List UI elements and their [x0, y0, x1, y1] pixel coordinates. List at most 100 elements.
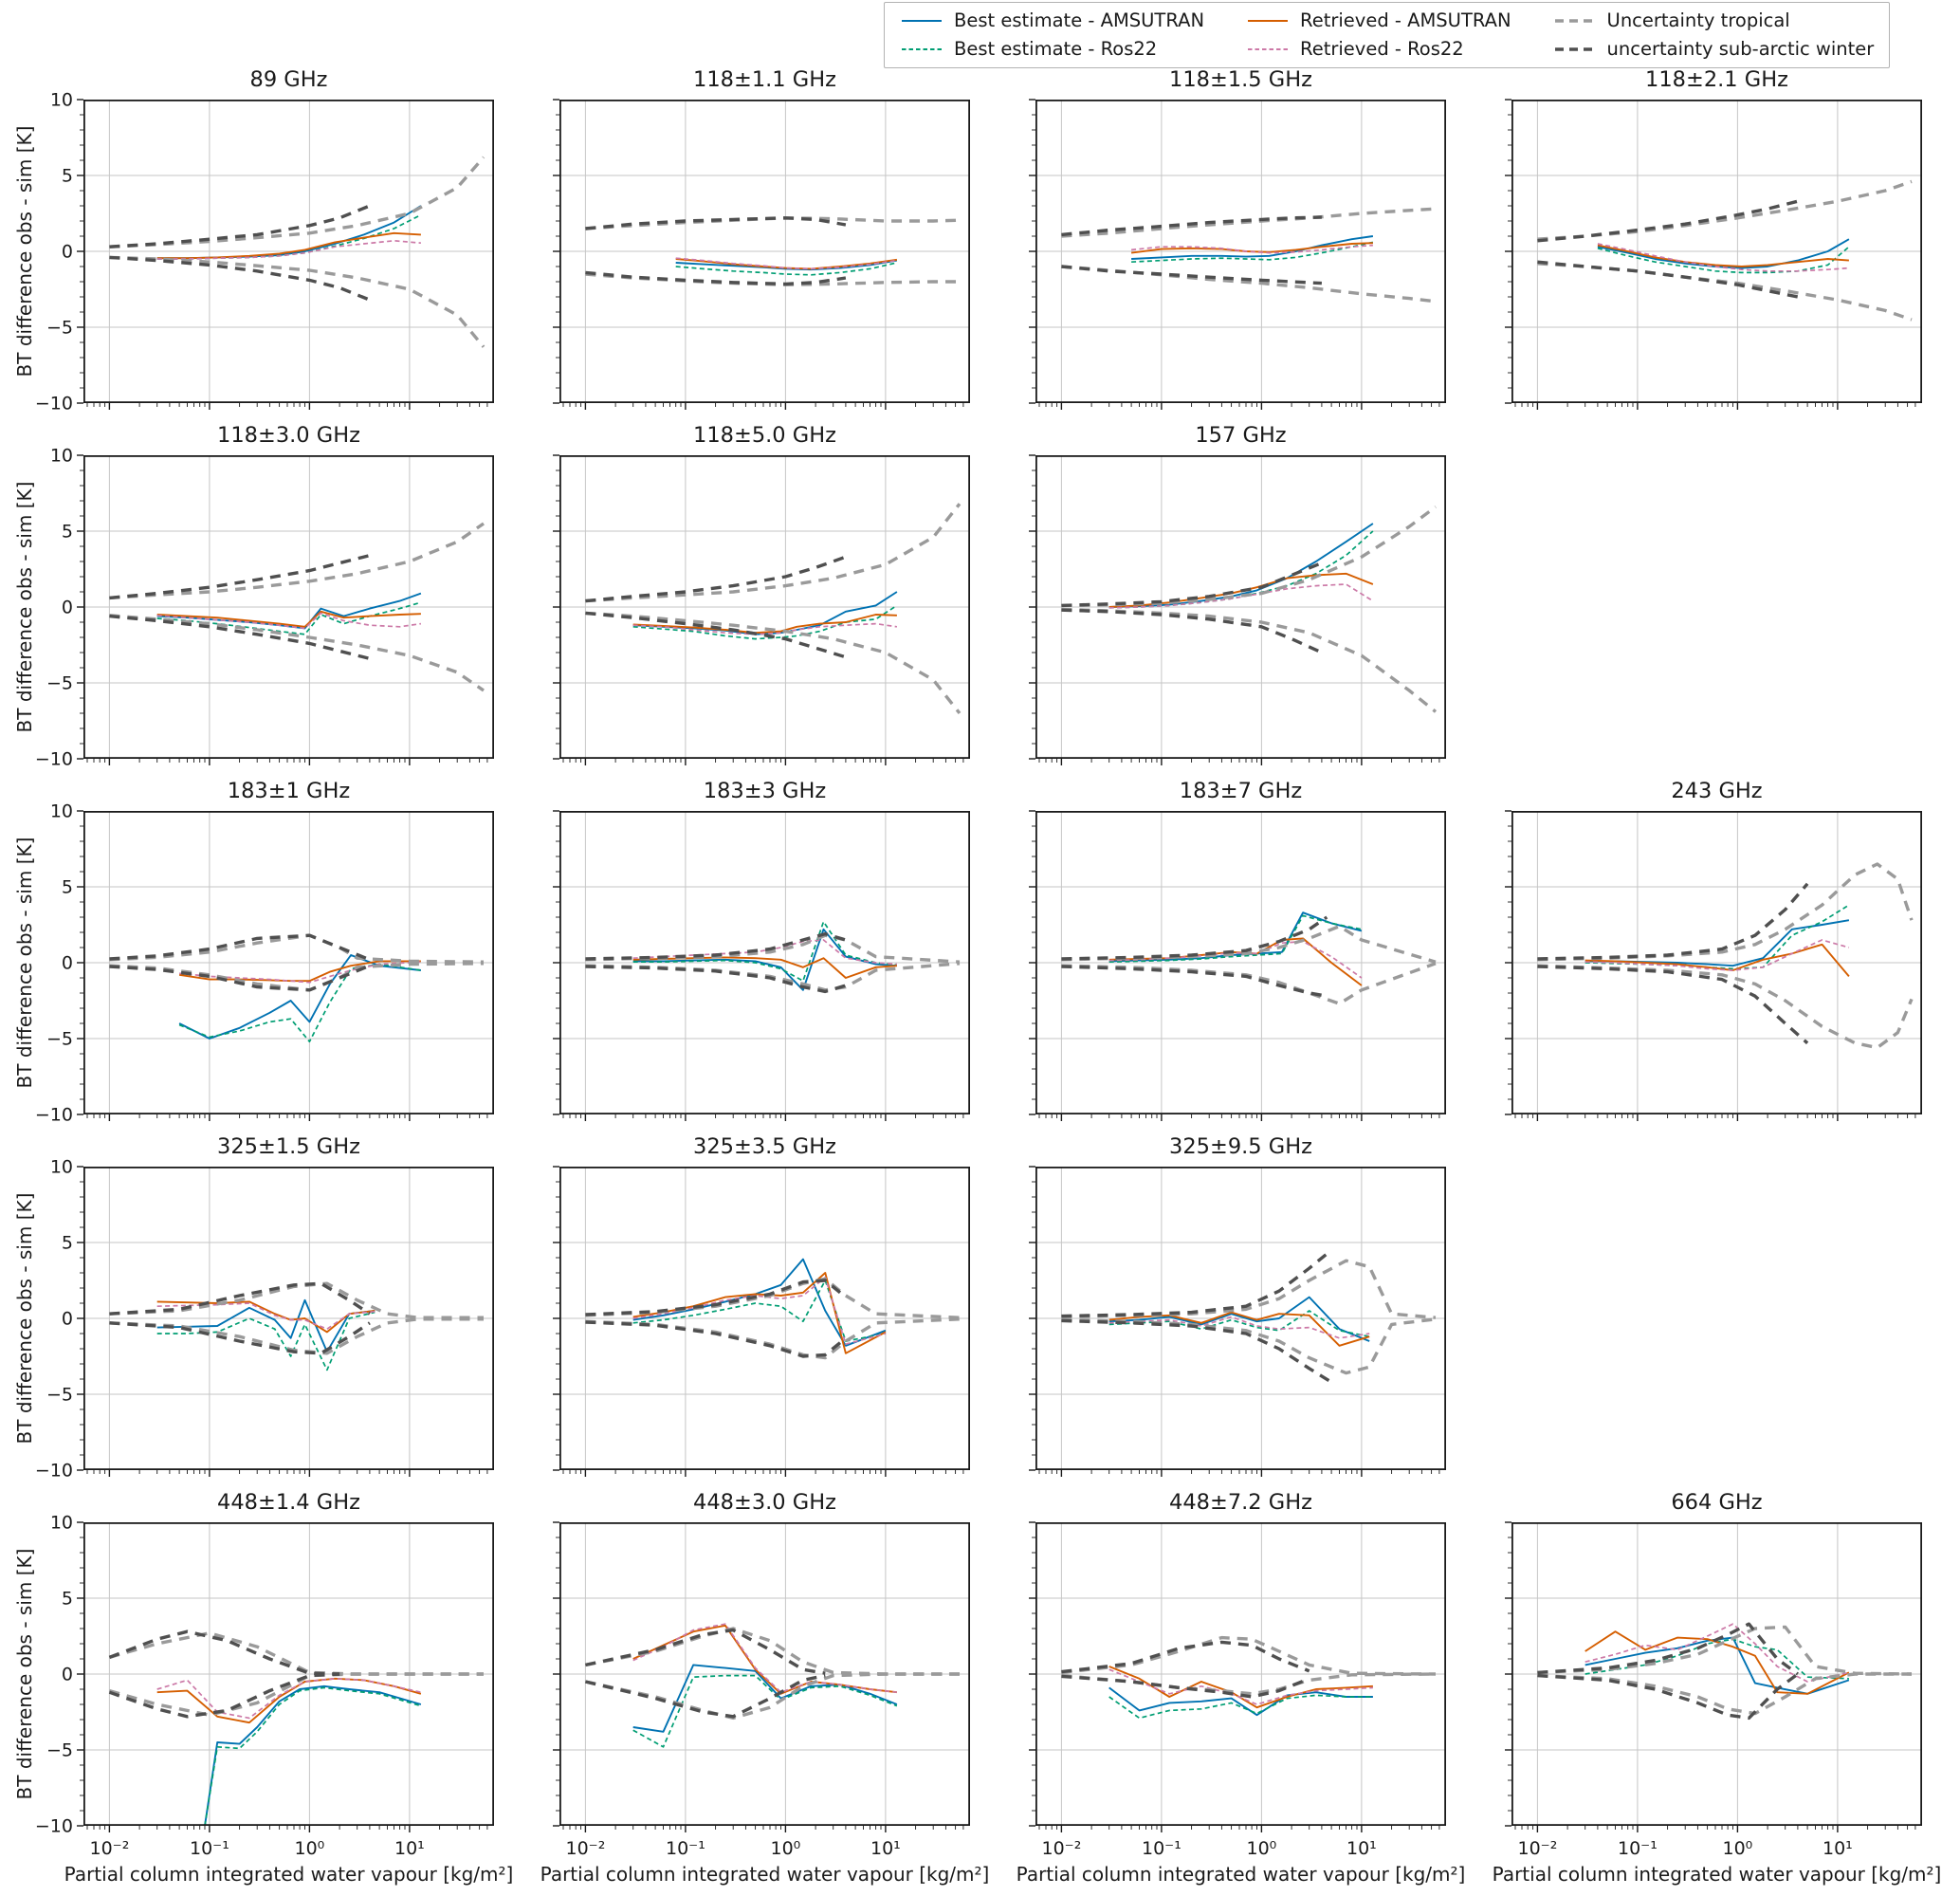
y-tick-label: 0	[62, 598, 73, 618]
y-tick-label: 10	[50, 1513, 73, 1534]
x-tick-label: 10⁰	[771, 1838, 801, 1859]
y-tick-label: 0	[62, 1665, 73, 1685]
subplot-title: 664 GHz	[1671, 1490, 1762, 1515]
legend-line-sample-icon	[1554, 19, 1595, 23]
x-axis-label: Partial column integrated water vapour […	[1016, 1863, 1466, 1886]
subplot-title: 325±1.5 GHz	[217, 1134, 360, 1159]
subplot-183-3-ghz: 183±3 GHz	[553, 779, 971, 1121]
legend-item-best-ros22: Best estimate - Ros22	[900, 38, 1204, 61]
y-tick-label: −10	[35, 749, 73, 770]
y-tick-label: 5	[62, 166, 73, 187]
subplot-title: 118±1.5 GHz	[1169, 67, 1312, 92]
legend-line-sample-icon	[1248, 19, 1289, 23]
legend-line-sample-icon	[1248, 47, 1289, 51]
subplot-title: 448±3.0 GHz	[693, 1490, 836, 1515]
legend-item-retrieved-amsutran: Retrieved - AMSUTRAN	[1246, 9, 1511, 32]
x-tick-label: 10⁻²	[565, 1838, 605, 1859]
y-tick-label: 10	[50, 1157, 73, 1178]
y-tick-label: 0	[62, 242, 73, 263]
subplot-title: 325±3.5 GHz	[693, 1134, 836, 1159]
subplot-title: 118±2.1 GHz	[1645, 67, 1788, 92]
y-tick-label: −5	[46, 318, 73, 339]
x-axis-label: Partial column integrated water vapour […	[1492, 1863, 1942, 1886]
subplot-title: 243 GHz	[1671, 779, 1762, 803]
legend-label: Uncertainty tropical	[1606, 9, 1790, 31]
x-axis-label: Partial column integrated water vapour […	[64, 1863, 514, 1886]
x-tick-label: 10⁻¹	[190, 1838, 229, 1859]
y-tick-label: 10	[50, 90, 73, 111]
x-tick-label: 10⁰	[1723, 1838, 1753, 1859]
subplot-118-5-0-ghz: 118±5.0 GHz	[553, 423, 971, 765]
subplot-title: 118±1.1 GHz	[693, 67, 836, 92]
subplot-664-ghz: 10⁻² 10⁻¹ 10⁰ 10¹ 664 GHz	[1505, 1490, 1923, 1859]
x-tick-label: 10¹	[1823, 1838, 1853, 1859]
y-tick-label: 10	[50, 801, 73, 822]
subplot-183-7-ghz: 183±7 GHz	[1029, 779, 1447, 1121]
legend-label: Best estimate - AMSUTRAN	[954, 9, 1205, 31]
legend-label: Retrieved - Ros22	[1300, 38, 1464, 60]
y-tick-label: −10	[35, 1816, 73, 1837]
subplot-157-ghz: 157 GHz	[1029, 423, 1447, 765]
x-tick-label: 10⁻²	[1517, 1838, 1557, 1859]
legend-line-sample-icon	[1554, 47, 1595, 51]
subplot-89-ghz: −10 −5 0 5 10 89 GHz	[35, 67, 495, 414]
subplot-448-1-4-ghz: −10 −5 0 5 10 10⁻² 10⁻¹ 10⁰ 10¹ 448±1.4 GHz	[35, 1490, 495, 1859]
y-tick-label: 5	[62, 1589, 73, 1610]
y-tick-label: −10	[35, 394, 73, 414]
x-axis-label: Partial column integrated water vapour […	[540, 1863, 990, 1886]
y-axis-label: BT difference obs - sim [K]	[13, 1192, 36, 1445]
subplot-title: 157 GHz	[1195, 423, 1286, 448]
x-tick-label: 10⁻¹	[666, 1838, 705, 1859]
subplot-title: 183±3 GHz	[704, 779, 826, 803]
y-tick-label: 10	[50, 446, 73, 467]
subplot-title: 448±7.2 GHz	[1169, 1490, 1312, 1515]
y-tick-label: 5	[62, 1233, 73, 1254]
x-tick-label: 10⁰	[295, 1838, 325, 1859]
x-tick-label: 10¹	[870, 1838, 901, 1859]
subplot-118-3-0-ghz: −10 −5 0 5 10 118±3.0 GHz	[35, 423, 495, 770]
subplot-448-3-0-ghz: 10⁻² 10⁻¹ 10⁰ 10¹ 448±3.0 GHz	[553, 1490, 971, 1859]
legend-item-retrieved-ros22: Retrieved - Ros22	[1246, 38, 1511, 61]
x-tick-label: 10⁻¹	[1142, 1838, 1181, 1859]
subplot-118-2-1-ghz: 118±2.1 GHz	[1505, 67, 1923, 410]
legend-item-uncertainty-tropical: Uncertainty tropical	[1553, 9, 1875, 32]
x-tick-label: 10⁻²	[1041, 1838, 1081, 1859]
subplot-325-9-5-ghz: 325±9.5 GHz	[1029, 1134, 1447, 1477]
subplot-325-1-5-ghz: −10 −5 0 5 10 325±1.5 GHz	[35, 1134, 495, 1482]
y-tick-label: 0	[62, 1309, 73, 1330]
x-tick-label: 10⁻²	[89, 1838, 129, 1859]
subplot-243-ghz: 243 GHz	[1505, 779, 1923, 1121]
y-tick-label: −5	[46, 1385, 73, 1406]
y-tick-label: −5	[46, 673, 73, 694]
subplot-title: 183±7 GHz	[1180, 779, 1302, 803]
subplot-118-1-1-ghz: 118±1.1 GHz	[553, 67, 971, 410]
y-tick-label: 5	[62, 522, 73, 543]
legend-item-uncertainty-subarctic-winter: uncertainty sub-arctic winter	[1553, 38, 1874, 61]
y-tick-label: 0	[62, 953, 73, 974]
y-axis-label: BT difference obs - sim [K]	[13, 1548, 36, 1800]
y-axis-label: BT difference obs - sim [K]	[13, 481, 36, 733]
legend: Best estimate - AMSUTRAN Best estimate -…	[884, 2, 1891, 68]
legend-item-best-amsutran: Best estimate - AMSUTRAN	[900, 9, 1204, 32]
subplot-title: 118±5.0 GHz	[693, 423, 836, 448]
legend-line-sample-icon	[902, 47, 942, 51]
y-axis-label: BT difference obs - sim [K]	[13, 125, 36, 377]
x-tick-label: 10¹	[394, 1838, 425, 1859]
legend-label: Best estimate - Ros22	[954, 38, 1158, 60]
y-tick-label: −5	[46, 1740, 73, 1761]
subplot-title: 89 GHz	[250, 67, 328, 92]
subplot-118-1-5-ghz: 118±1.5 GHz	[1029, 67, 1447, 410]
x-tick-label: 10⁻¹	[1618, 1838, 1658, 1859]
subplot-325-3-5-ghz: 325±3.5 GHz	[553, 1134, 971, 1477]
subplot-title: 118±3.0 GHz	[217, 423, 360, 448]
subplot-title: 325±9.5 GHz	[1169, 1134, 1312, 1159]
subplot-title: 183±1 GHz	[228, 779, 350, 803]
y-tick-label: −10	[35, 1105, 73, 1126]
legend-line-sample-icon	[902, 19, 942, 23]
x-tick-label: 10¹	[1346, 1838, 1377, 1859]
legend-label: Retrieved - AMSUTRAN	[1300, 9, 1511, 31]
y-axis-label: BT difference obs - sim [K]	[13, 837, 36, 1089]
y-tick-label: −10	[35, 1461, 73, 1482]
y-tick-label: −5	[46, 1029, 73, 1050]
